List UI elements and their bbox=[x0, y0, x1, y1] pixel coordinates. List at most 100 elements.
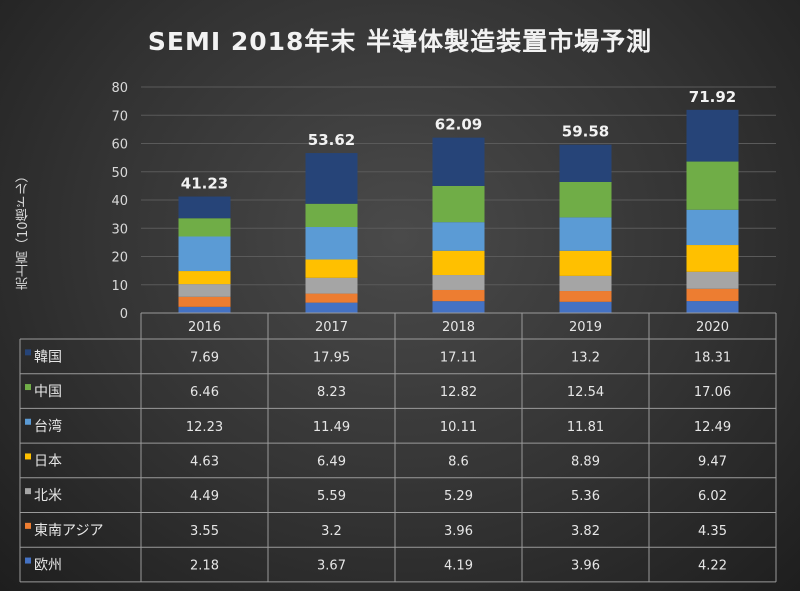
bar-segment-日本 bbox=[178, 271, 231, 285]
table-cell: 8.89 bbox=[571, 454, 600, 469]
table-cell: 8.6 bbox=[448, 454, 469, 469]
bar-segment-北米 bbox=[432, 275, 485, 290]
table-cell: 9.47 bbox=[698, 454, 727, 469]
table-cell: 11.49 bbox=[313, 420, 350, 435]
total-label: 71.92 bbox=[689, 88, 736, 106]
y-tick-label: 0 bbox=[120, 307, 128, 322]
x-tick-label: 2018 bbox=[442, 320, 475, 335]
bar-segment-欧州 bbox=[305, 302, 358, 313]
table-cell: 8.23 bbox=[317, 385, 346, 400]
legend-swatch bbox=[25, 557, 31, 564]
legend-swatch bbox=[25, 522, 31, 529]
legend-swatch bbox=[25, 453, 31, 460]
legend-swatch bbox=[25, 418, 31, 425]
table-cell: 6.49 bbox=[317, 454, 346, 469]
x-tick-label: 2017 bbox=[315, 320, 348, 335]
table-cell: 13.2 bbox=[571, 350, 600, 365]
table-cell: 18.31 bbox=[694, 350, 731, 365]
table-cell: 5.59 bbox=[317, 489, 346, 504]
bar-segment-中国 bbox=[305, 203, 358, 228]
total-label: 59.58 bbox=[562, 123, 609, 141]
x-tick-label: 2019 bbox=[569, 320, 602, 335]
bar-segment-欧州 bbox=[686, 301, 739, 313]
bar-segment-日本 bbox=[559, 250, 612, 276]
bar-segment-韓国 bbox=[305, 153, 358, 204]
legend-label: 台湾 bbox=[34, 418, 62, 435]
table-cell: 3.96 bbox=[571, 559, 600, 574]
table-cell: 3.82 bbox=[571, 524, 600, 539]
y-tick-label: 20 bbox=[111, 251, 128, 266]
bar-segment-東南アジア bbox=[305, 293, 358, 303]
table-cell: 12.82 bbox=[440, 385, 477, 400]
table-cell: 17.11 bbox=[440, 350, 477, 365]
bar-segment-韓国 bbox=[686, 109, 739, 162]
table-cell: 7.69 bbox=[190, 350, 219, 365]
table-cell: 11.81 bbox=[567, 420, 604, 435]
bar-segment-日本 bbox=[305, 259, 358, 278]
bar-segment-欧州 bbox=[559, 301, 612, 313]
legend-label: 中国 bbox=[34, 384, 62, 400]
table-cell: 12.23 bbox=[186, 420, 223, 435]
x-tick-label: 2020 bbox=[696, 320, 729, 335]
legend-label: 東南アジア bbox=[34, 523, 103, 539]
table-cell: 17.95 bbox=[313, 350, 350, 365]
y-tick-label: 10 bbox=[111, 279, 128, 294]
bar-segment-台湾 bbox=[305, 227, 358, 260]
y-tick-label: 30 bbox=[111, 222, 128, 237]
table-cell: 3.67 bbox=[317, 559, 346, 574]
total-label: 41.23 bbox=[181, 175, 228, 193]
bar-segment-東南アジア bbox=[178, 296, 231, 307]
bar-segment-北米 bbox=[559, 275, 612, 292]
bar-segment-日本 bbox=[686, 245, 739, 272]
table-cell: 5.29 bbox=[444, 489, 473, 504]
bar-segment-台湾 bbox=[559, 217, 612, 251]
table-cell: 4.22 bbox=[698, 559, 727, 574]
bar-segment-中国 bbox=[559, 181, 612, 218]
table-cell: 4.63 bbox=[190, 454, 219, 469]
y-tick-label: 50 bbox=[111, 166, 128, 181]
bar-segment-北米 bbox=[305, 277, 358, 294]
bar-segment-台湾 bbox=[178, 236, 231, 272]
table-cell: 4.35 bbox=[698, 524, 727, 539]
table-cell: 3.96 bbox=[444, 524, 473, 539]
table-cell: 6.46 bbox=[190, 385, 219, 400]
legend-swatch bbox=[25, 488, 31, 495]
bar-segment-台湾 bbox=[686, 209, 739, 246]
bar-segment-日本 bbox=[432, 250, 485, 276]
bar-segment-東南アジア bbox=[686, 288, 739, 302]
legend-swatch bbox=[25, 384, 31, 391]
y-tick-label: 80 bbox=[111, 81, 128, 96]
legend-label: 北米 bbox=[34, 488, 62, 504]
bar-segment-韓国 bbox=[432, 137, 485, 186]
bar-segment-欧州 bbox=[432, 301, 485, 313]
table-cell: 12.49 bbox=[694, 420, 731, 435]
y-tick-label: 70 bbox=[111, 109, 128, 124]
bar-segment-中国 bbox=[686, 161, 739, 210]
legend-label: 日本 bbox=[34, 453, 62, 469]
table-cell: 6.02 bbox=[698, 489, 727, 504]
total-label: 62.09 bbox=[435, 116, 482, 134]
table-cell: 3.55 bbox=[190, 524, 219, 539]
legend-label: 韓国 bbox=[34, 349, 62, 365]
table-cell: 17.06 bbox=[694, 385, 731, 400]
bar-segment-中国 bbox=[178, 218, 231, 237]
bar-segment-韓国 bbox=[178, 196, 231, 219]
table-cell: 2.18 bbox=[190, 559, 219, 574]
y-tick-label: 40 bbox=[111, 194, 128, 209]
legend-swatch bbox=[25, 349, 31, 356]
bar-segment-韓国 bbox=[559, 144, 612, 182]
total-label: 53.62 bbox=[308, 131, 355, 149]
x-tick-label: 2016 bbox=[188, 320, 221, 335]
y-tick-label: 60 bbox=[111, 138, 128, 153]
table-cell: 10.11 bbox=[440, 420, 477, 435]
table-cell: 4.49 bbox=[190, 489, 219, 504]
chart-title: SEMI 2018年末 半導体製造装置市場予測 bbox=[147, 27, 653, 56]
table-cell: 5.36 bbox=[571, 489, 600, 504]
legend-label: 欧州 bbox=[34, 558, 62, 574]
table-cell: 3.2 bbox=[321, 524, 342, 539]
bar-segment-台湾 bbox=[432, 222, 485, 251]
table-cell: 12.54 bbox=[567, 385, 604, 400]
bar-segment-北米 bbox=[686, 271, 739, 289]
bar-segment-東南アジア bbox=[432, 289, 485, 302]
